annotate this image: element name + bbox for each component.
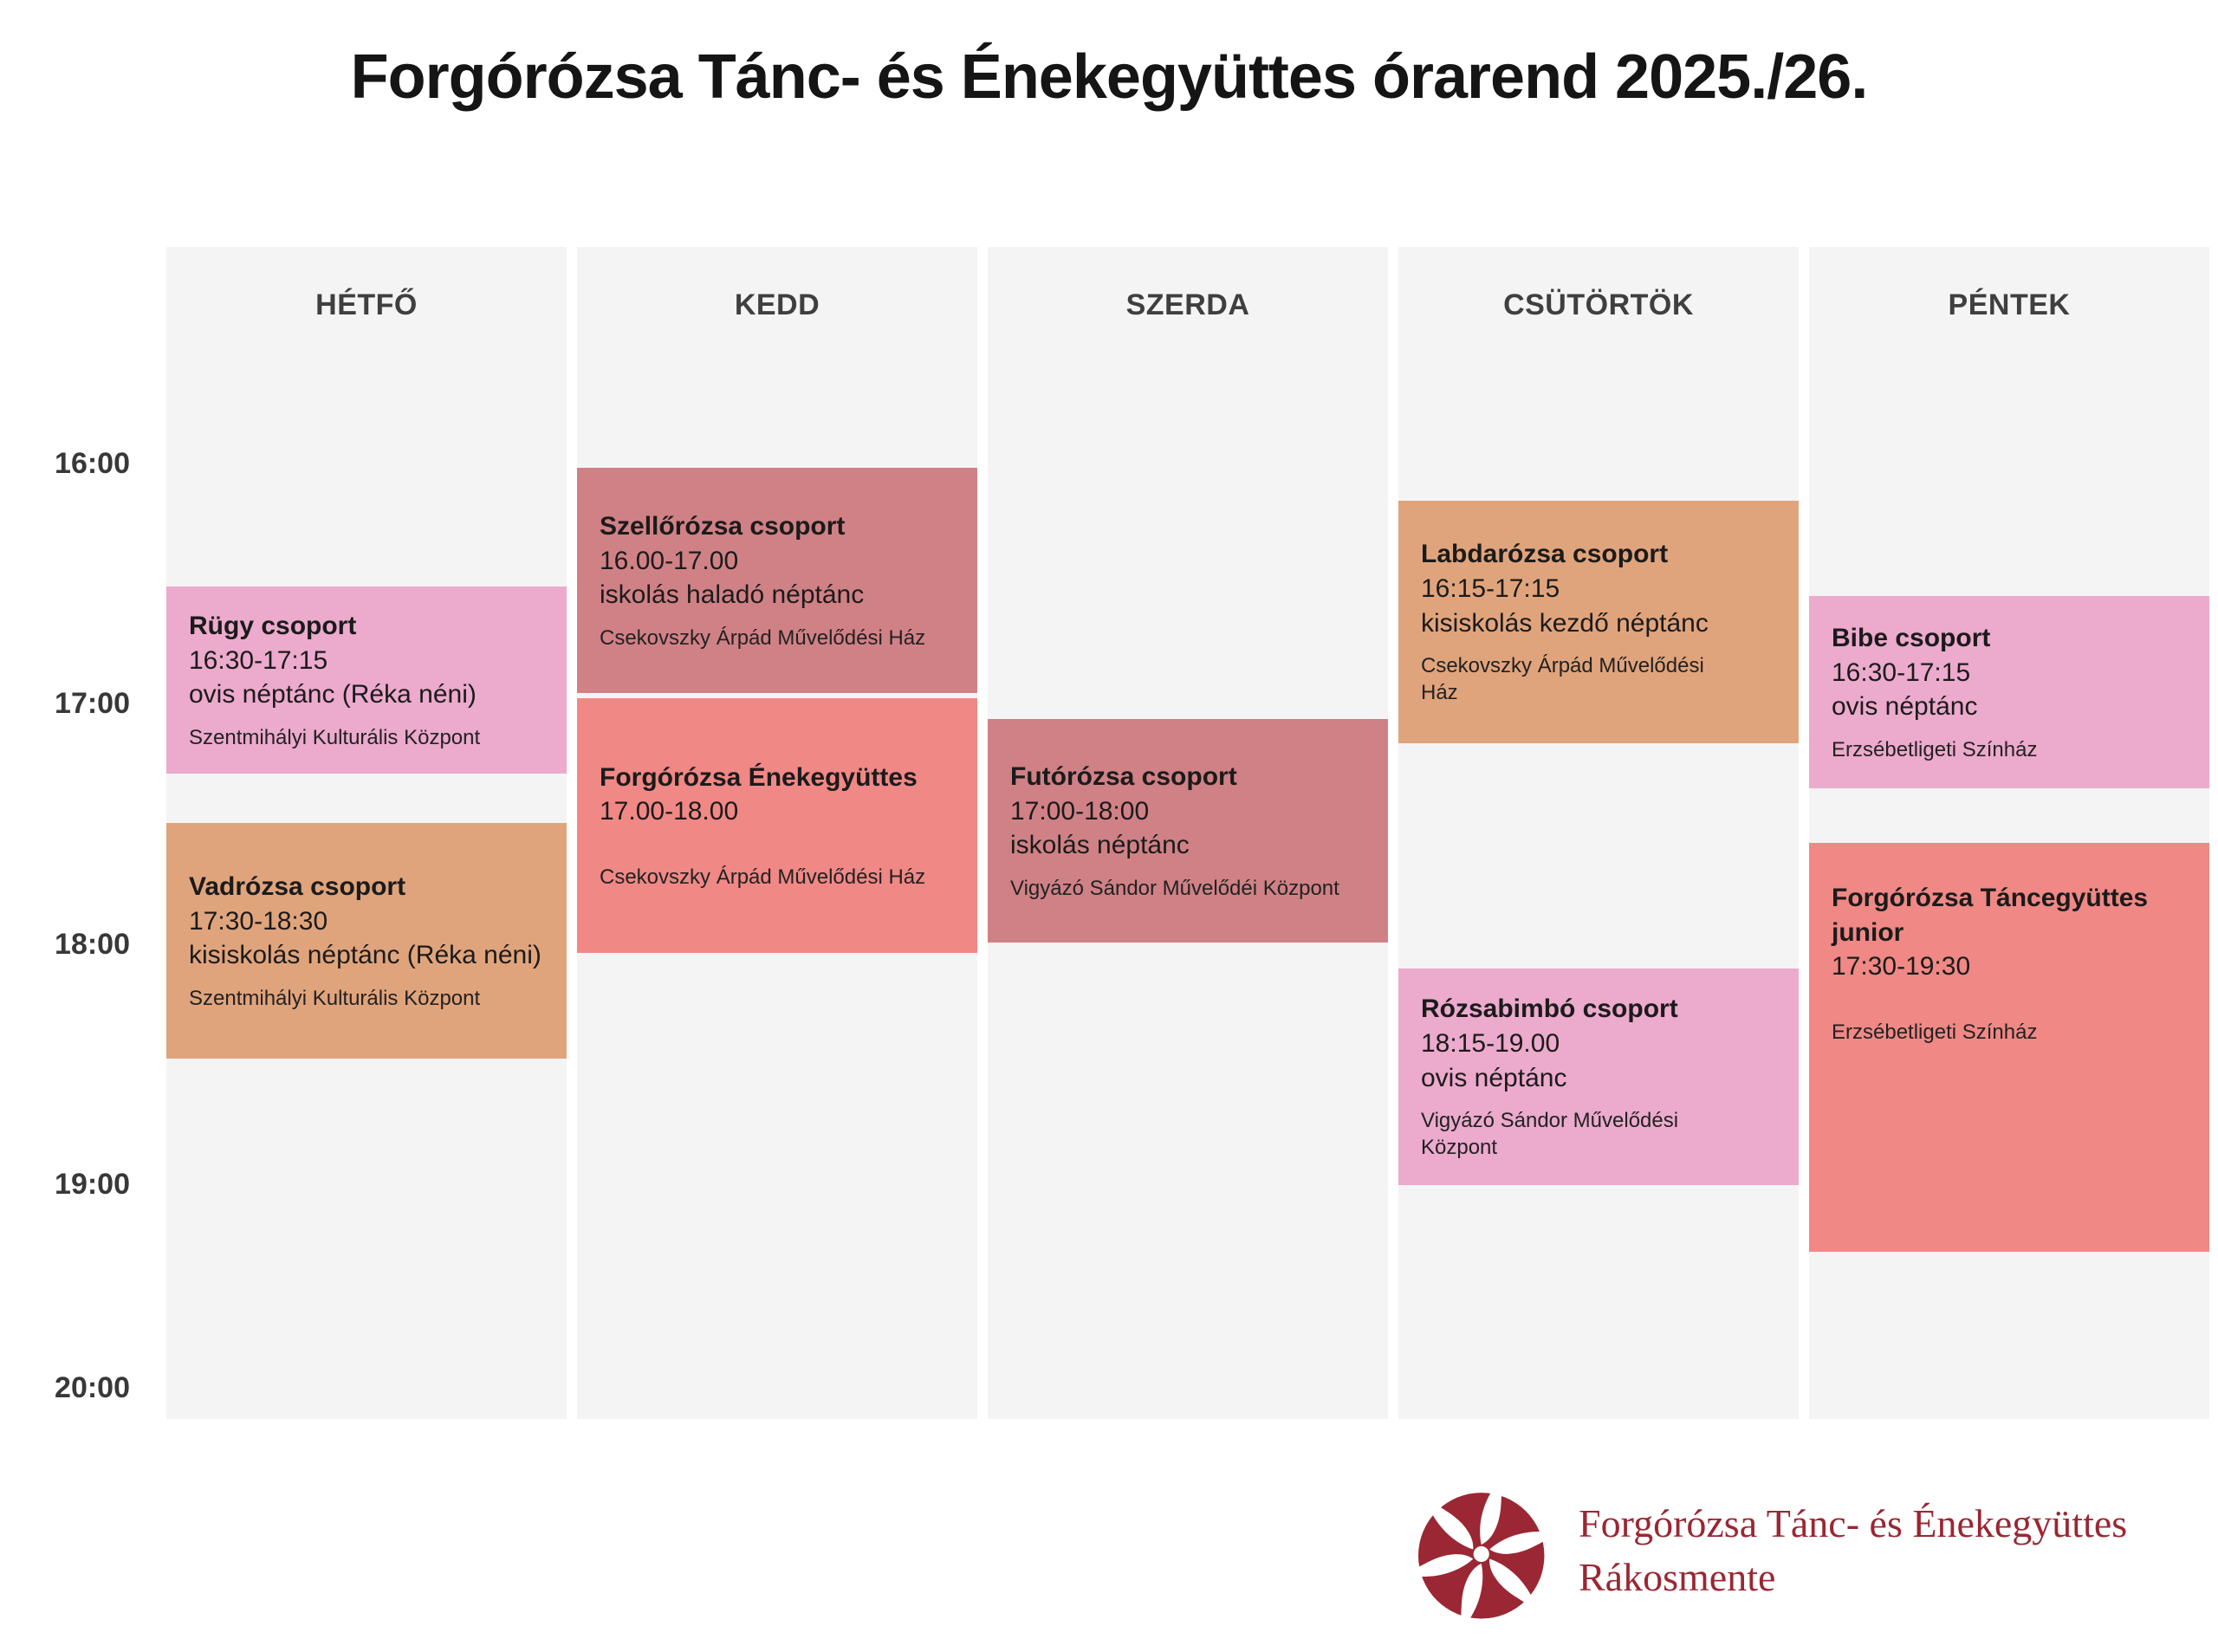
event-rugy-csoport: Rügy csoport 16:30-17:15 ovis néptánc (R…: [166, 586, 567, 774]
event-location: Csekovszky Árpád Művelődési Ház: [1421, 654, 1704, 705]
event-location: Vigyázó Sándor Művelődéi Központ: [1010, 876, 1339, 900]
day-label: HÉTFŐ: [315, 288, 418, 321]
event-time: 17:30-18:30: [189, 906, 328, 936]
page-title: Forgórózsa Tánc- és Énekegyüttes órarend…: [350, 42, 1869, 112]
event-bibe-csoport: Bibe csoport 16:30-17:15 ovis néptánc Er…: [1809, 596, 2209, 788]
event-szellorozsa-csoport: Szellőrózsa csoport 16.00-17.00 iskolás …: [577, 468, 977, 693]
event-labdarozsa-csoport: Labdarózsa csoport 16:15-17:15 kisiskolá…: [1398, 501, 1799, 743]
event-type: kisiskolás néptánc (Réka néni): [189, 941, 542, 970]
event-location: Szentmihályi Kulturális Központ: [189, 725, 481, 749]
event-time: 16:30-17:15: [189, 645, 328, 675]
event-time: 18:15-19.00: [1421, 1029, 1560, 1059]
event-location: Csekovszky Árpád Művelődési Ház: [600, 625, 926, 650]
event-name: Rózsabimbó csoport: [1421, 994, 1678, 1024]
event-time: 17:00-18:00: [1010, 796, 1150, 826]
event-forgorozsa-tancegyuttes-junior: Forgórózsa Táncegyüttes junior 17:30-19:…: [1809, 843, 2209, 1252]
event-location: Erzsébetligeti Színház: [1832, 1020, 2038, 1044]
event-name: Forgórózsa Táncegyüttes junior: [1832, 884, 2149, 947]
event-vadrozsa-csoport: Vadrózsa csoport 17:30-18:30 kisiskolás …: [166, 823, 567, 1059]
time-label-18: 18:00: [55, 928, 130, 961]
day-label: PÉNTEK: [1948, 288, 2071, 321]
brand-line1: Forgórózsa Tánc- és Énekegyüttes: [1579, 1501, 2128, 1545]
brand-line2: Rákosmente: [1579, 1555, 1776, 1599]
event-type: kisiskolás kezdő néptánc: [1421, 608, 1709, 638]
event-name: Szellőrózsa csoport: [600, 512, 846, 541]
event-time: 17.00-18.00: [600, 797, 739, 826]
time-label-16: 16:00: [55, 447, 130, 480]
time-label-19: 19:00: [55, 1168, 130, 1201]
event-time: 16.00-17.00: [600, 546, 739, 575]
day-label: CSÜTÖRTÖK: [1503, 288, 1694, 321]
event-name: Futórózsa csoport: [1010, 762, 1237, 792]
flower-logo-icon: [1404, 1476, 1560, 1632]
event-name: Labdarózsa csoport: [1421, 540, 1669, 569]
brand-logo: Forgórózsa Tánc- és Énekegyüttes Rákosme…: [1397, 1455, 2211, 1646]
event-location: Szentmihályi Kulturális Központ: [189, 986, 481, 1010]
event-futorozsa-csoport: Futórózsa csoport 17:00-18:00 iskolás né…: [988, 719, 1388, 943]
event-rozsabimbo-csoport: Rózsabimbó csoport 18:15-19.00 ovis népt…: [1398, 969, 1799, 1185]
event-type: ovis néptánc: [1421, 1063, 1567, 1092]
event-name: Forgórózsa Énekegyüttes: [600, 762, 918, 792]
event-type: iskolás néptánc: [1010, 831, 1190, 860]
event-location: Erzsébetligeti Színház: [1832, 737, 2038, 761]
time-label-20: 20:00: [55, 1371, 130, 1404]
day-column-thursday: CSÜTÖRTÖK: [1398, 247, 1799, 1419]
event-name: Vadrózsa csoport: [189, 872, 406, 902]
day-label: SZERDA: [1125, 288, 1250, 321]
brand-text: Forgórózsa Tánc- és Énekegyüttes Rákosme…: [1579, 1497, 2127, 1604]
event-time: 17:30-19:30: [1832, 952, 1971, 981]
event-name: Rügy csoport: [189, 612, 357, 641]
time-label-17: 17:00: [55, 687, 130, 720]
event-forgorozsa-enekegyuttes: Forgórózsa Énekegyüttes 17.00-18.00 Csek…: [577, 698, 977, 953]
event-location: Vigyázó Sándor Művelődési Központ: [1421, 1109, 1679, 1160]
day-label: KEDD: [734, 288, 820, 321]
event-location: Csekovszky Árpád Művelődési Ház: [600, 865, 926, 889]
event-type: iskolás haladó néptánc: [600, 580, 865, 610]
event-type: ovis néptánc: [1832, 692, 1978, 722]
event-time: 16:30-17:15: [1832, 658, 1971, 687]
event-type: ovis néptánc (Réka néni): [189, 680, 477, 709]
event-time: 16:15-17:15: [1421, 574, 1560, 604]
event-name: Bibe csoport: [1832, 624, 1991, 653]
